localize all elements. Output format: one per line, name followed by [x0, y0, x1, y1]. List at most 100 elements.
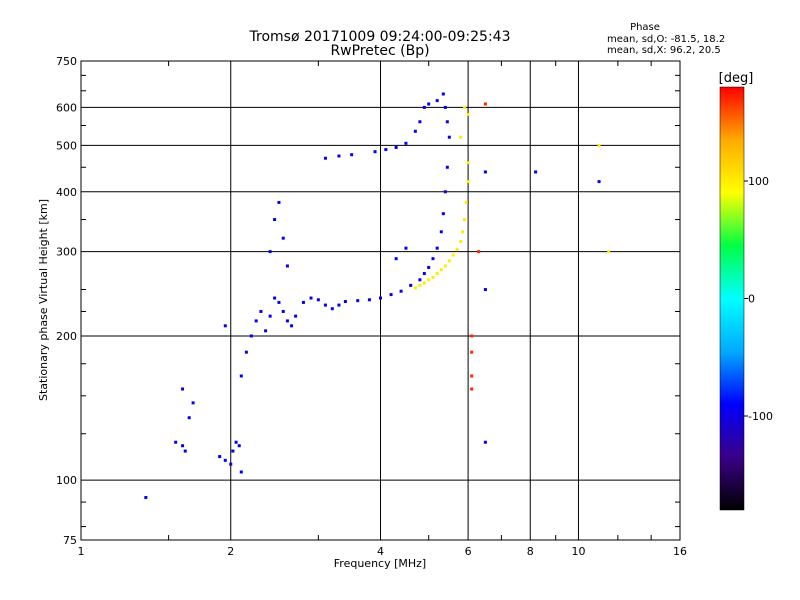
- x-tick-label: 1: [78, 545, 85, 558]
- y-tick-label: 750: [56, 55, 77, 68]
- data-point: [441, 92, 445, 96]
- data-point: [445, 120, 449, 124]
- data-point: [459, 135, 463, 139]
- data-point: [301, 300, 305, 304]
- data-point: [273, 218, 277, 222]
- data-point: [409, 283, 413, 287]
- colorbar-ticks: 100 0 -100: [744, 175, 773, 423]
- chart-title: Tromsø 20171009 09:24:00-09:25:43: [249, 29, 511, 45]
- data-point: [384, 148, 388, 152]
- data-point: [447, 135, 451, 139]
- data-point: [181, 444, 185, 448]
- data-point: [607, 250, 611, 254]
- data-point: [223, 324, 227, 328]
- data-point: [483, 170, 487, 174]
- data-point: [431, 275, 435, 279]
- data-point: [191, 401, 195, 405]
- data-point: [483, 440, 487, 444]
- data-point: [470, 350, 474, 354]
- data-point: [462, 218, 466, 222]
- data-point: [470, 387, 474, 391]
- data-point: [223, 458, 227, 462]
- data-point: [181, 387, 185, 391]
- data-point: [404, 246, 408, 250]
- data-point: [427, 265, 431, 269]
- data-point: [427, 102, 431, 106]
- x-tick-label: 8: [527, 545, 534, 558]
- y-tick-label: 200: [56, 330, 77, 343]
- x-tick-label: 4: [377, 545, 384, 558]
- data-point: [309, 296, 313, 300]
- data-point: [231, 449, 235, 453]
- data-point: [277, 200, 281, 204]
- data-point: [422, 272, 426, 276]
- data-point: [418, 278, 422, 282]
- data-point: [268, 250, 272, 254]
- colorbar-tick-label: 100: [748, 175, 769, 188]
- x-tick-label: 2: [227, 545, 234, 558]
- data-point: [461, 230, 465, 234]
- data-point: [268, 314, 272, 318]
- grid-lines: [81, 61, 680, 540]
- data-point: [470, 334, 474, 338]
- data-point: [443, 264, 447, 268]
- plot-frame: [80, 60, 681, 541]
- data-point: [466, 161, 470, 165]
- data-point: [259, 309, 263, 313]
- y-tick-label: 300: [56, 246, 77, 259]
- data-point: [218, 455, 222, 459]
- data-point: [144, 495, 148, 499]
- colorbar-tick-label: 0: [748, 293, 755, 306]
- data-point: [435, 246, 439, 250]
- data-point: [427, 278, 431, 282]
- data-point: [435, 99, 439, 103]
- x-tick-label: 6: [465, 545, 472, 558]
- data-point: [239, 374, 243, 378]
- data-point: [431, 257, 435, 261]
- data-point: [316, 298, 320, 302]
- data-point: [435, 272, 439, 276]
- data-point: [422, 105, 426, 109]
- data-point: [470, 374, 474, 378]
- y-tick-label: 75: [63, 534, 77, 547]
- colorbar-tick-label: -100: [748, 410, 773, 423]
- stats-x-line: mean, sd,X: 96.2, 20.5: [607, 45, 721, 56]
- data-point: [466, 112, 470, 116]
- data-point: [464, 200, 468, 204]
- data-point: [443, 190, 447, 194]
- data-point: [174, 440, 178, 444]
- data-point: [534, 170, 538, 174]
- data-point: [445, 165, 449, 169]
- data-point: [399, 289, 403, 293]
- data-point: [447, 259, 451, 263]
- colorbar-label: [deg]: [719, 71, 754, 86]
- data-point: [379, 296, 382, 300]
- data-point: [404, 141, 408, 145]
- data-point: [373, 150, 377, 154]
- data-point: [439, 268, 443, 272]
- data-point: [466, 180, 470, 184]
- data-point: [418, 120, 422, 124]
- axis-ticks: 1 2 4 6 8 10 16 75 100 200 300 400 500 600 750: [56, 55, 687, 558]
- y-tick-label: 400: [56, 186, 77, 199]
- data-point: [277, 300, 281, 304]
- colorbar: [719, 86, 745, 511]
- data-point: [597, 180, 601, 184]
- data-point: [273, 296, 277, 300]
- data-point: [281, 236, 285, 240]
- data-point: [264, 329, 268, 333]
- data-point: [330, 307, 334, 311]
- data-point: [483, 288, 487, 292]
- stats-o-line: mean, sd,O: -81.5, 18.2: [607, 34, 725, 45]
- data-point: [413, 129, 417, 133]
- data-point: [239, 470, 243, 474]
- data-points: [144, 92, 611, 499]
- data-point: [455, 248, 459, 252]
- chart-subtitle: RwPretec (Bp): [330, 43, 429, 59]
- data-point: [443, 105, 447, 109]
- data-point: [413, 286, 417, 290]
- data-point: [285, 264, 289, 268]
- y-tick-label: 500: [56, 139, 77, 152]
- data-point: [343, 300, 347, 304]
